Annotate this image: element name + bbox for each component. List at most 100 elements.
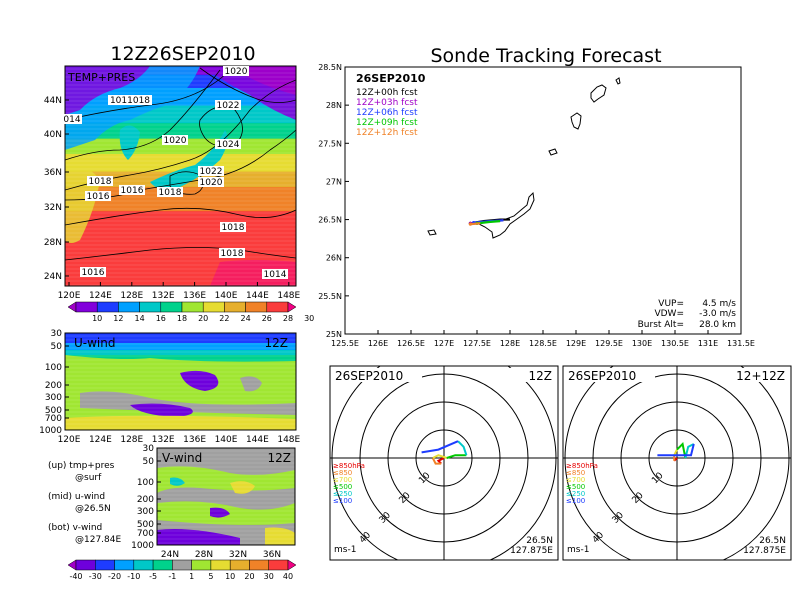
coastline-island-small xyxy=(548,148,558,156)
u-pressure-label: 100 xyxy=(45,363,62,373)
isobar-labels: 1020102210110180141024102010181022101810… xyxy=(62,66,288,280)
hodo-date: 26SEP2010 xyxy=(335,369,403,383)
wind-colorbar-arrow-left xyxy=(67,559,77,571)
hodo-segment-1 xyxy=(431,457,442,465)
hodo-pressure-legend: ≤250 xyxy=(333,490,352,498)
track-lon-label: 126E xyxy=(368,339,388,348)
isobar-label-box xyxy=(198,177,224,187)
track-lon-label: 129.5E xyxy=(595,339,623,348)
wind-colorbar-level: -5 xyxy=(149,572,157,581)
track-lon-label: 130.5E xyxy=(661,339,689,348)
temp-band-hot xyxy=(210,260,296,286)
track-date: 26SEP2010 xyxy=(356,72,426,85)
isobar-label: 1016 xyxy=(87,192,110,202)
wind-colorbar-level: -1 xyxy=(168,572,176,581)
isobar-label: 1016 xyxy=(121,186,144,196)
u-gray-band xyxy=(80,391,296,415)
isobar-label: 014 xyxy=(63,115,80,125)
v-green-1 xyxy=(157,466,295,493)
isobar-label: 1016 xyxy=(82,268,105,278)
hodo-date-bg xyxy=(565,368,655,382)
v-lat-label: 32N xyxy=(229,550,247,560)
colorbar-swatch xyxy=(160,301,183,313)
v-pressure-label: 700 xyxy=(137,529,154,539)
hodo-pressure-legend: ≤100 xyxy=(566,497,585,505)
temp-pressure-map: TEMP+PRES 44N 40N 36N 32N 28N 24N 120E 124E 128… xyxy=(44,65,301,301)
map-lat-labels: 44N 40N 36N 32N 28N 24N xyxy=(44,96,69,282)
u-top-band xyxy=(65,343,296,350)
wind-colorbar-swatch xyxy=(172,559,192,571)
hodo-pressure-legend: ≤500 xyxy=(566,483,585,491)
hodo-date-bg xyxy=(332,368,422,382)
map-lon-label: 132E xyxy=(152,291,175,301)
wind-colorbar-arrow-right xyxy=(287,559,297,571)
hodo-rings xyxy=(563,366,791,560)
hodo-date: 26SEP2010 xyxy=(568,369,636,383)
wind-colorbar-level: -30 xyxy=(89,572,102,581)
forecast-legend-item: 12Z+12h fcst xyxy=(356,128,418,138)
u-wind-lon-labels: 120E 124E 128E 132E 136E 140E 144E 148E xyxy=(58,435,301,445)
isobar-label-box xyxy=(162,135,188,145)
colorbar-arrow-right xyxy=(287,301,297,313)
colorbar-swatch xyxy=(139,301,162,313)
isobar-label-box xyxy=(262,269,288,279)
map-lat-label: 36N xyxy=(44,168,62,178)
hodo-pressure-legend: ≤850 xyxy=(566,469,585,477)
v-wind-lat-labels: 24N 28N 32N 36N xyxy=(161,550,281,560)
forecast-legend-item: 12Z+06h fcst xyxy=(356,108,418,118)
v-purple-1 xyxy=(210,507,230,518)
colorbar-level: 18 xyxy=(177,314,187,323)
hodo-pressure-legend: ≥850hPa xyxy=(566,462,598,470)
colorbar-level: 22 xyxy=(219,314,229,323)
hodo-lon: 127.875E xyxy=(743,546,786,556)
v-teal-1 xyxy=(170,477,185,486)
v-wind-frame xyxy=(156,447,296,546)
colorbar-swatch xyxy=(266,301,289,313)
hodo-profile xyxy=(421,440,468,465)
wind-colorbar-swatch xyxy=(191,559,212,571)
stat-value: 28.0 km xyxy=(699,320,736,330)
right-title: Sonde Tracking Forecast xyxy=(430,45,661,67)
u-pressure-label: 1000 xyxy=(39,426,62,436)
track-lon-label: 130E xyxy=(632,339,652,348)
hodograph-left: 26SEP2010 12Z10203040≥850hPa≤850≤700≤500≤… xyxy=(329,365,559,561)
u-lon-label: 148E xyxy=(277,435,300,445)
coastline-island-west xyxy=(427,229,437,236)
track-lat-label: 25.5N xyxy=(318,292,342,301)
isobar-label-box xyxy=(157,187,183,197)
u-bottom xyxy=(65,415,296,430)
isobar-label-box xyxy=(108,95,152,105)
isobar-label-box xyxy=(87,176,113,186)
isobar-line xyxy=(65,69,221,161)
wind-colorbar-swatch xyxy=(114,559,135,571)
track-lon-label: 131E xyxy=(698,339,718,348)
temperature-colorbar: 10 12 14 16 18 20 22 24 26 28 30 xyxy=(67,301,314,323)
hodo-pressure-legend: ≤250 xyxy=(566,490,585,498)
forecast-legend-item: 12Z+00h fcst xyxy=(356,88,418,98)
hodo-segment-2 xyxy=(432,454,448,459)
isobar-label: 1018 xyxy=(222,223,245,233)
colorbar-level: 12 xyxy=(113,314,123,323)
u-pressure-label: 50 xyxy=(51,342,63,352)
map-lon-label: 136E xyxy=(183,291,206,301)
wind-colorbar-swatch xyxy=(75,559,96,571)
isobar-label: 1020 xyxy=(200,178,223,188)
wind-colorbar: -40 -30 -20 -10 -5 -1 1 5 10 20 30 40 xyxy=(67,559,297,581)
colorbar-arrow-left xyxy=(67,301,77,313)
isobar-label: 1020 xyxy=(225,67,248,77)
isobar-line xyxy=(65,207,296,226)
track-lon-label: 127E xyxy=(434,339,454,348)
colorbar-swatch xyxy=(118,301,140,313)
wind-colorbar-level: 20 xyxy=(244,572,254,581)
hodo-unit: ms-1 xyxy=(334,545,356,555)
forecast-legend-item: 12Z+09h fcst xyxy=(356,118,418,128)
stat-label: VUP= xyxy=(658,299,684,309)
colorbar-swatch xyxy=(96,301,119,313)
isobar-label: 1014 xyxy=(264,270,287,280)
stat-value: -3.0 m/s xyxy=(699,309,736,319)
map-lon-label: 140E xyxy=(215,291,238,301)
colorbar-level: 20 xyxy=(198,314,208,323)
